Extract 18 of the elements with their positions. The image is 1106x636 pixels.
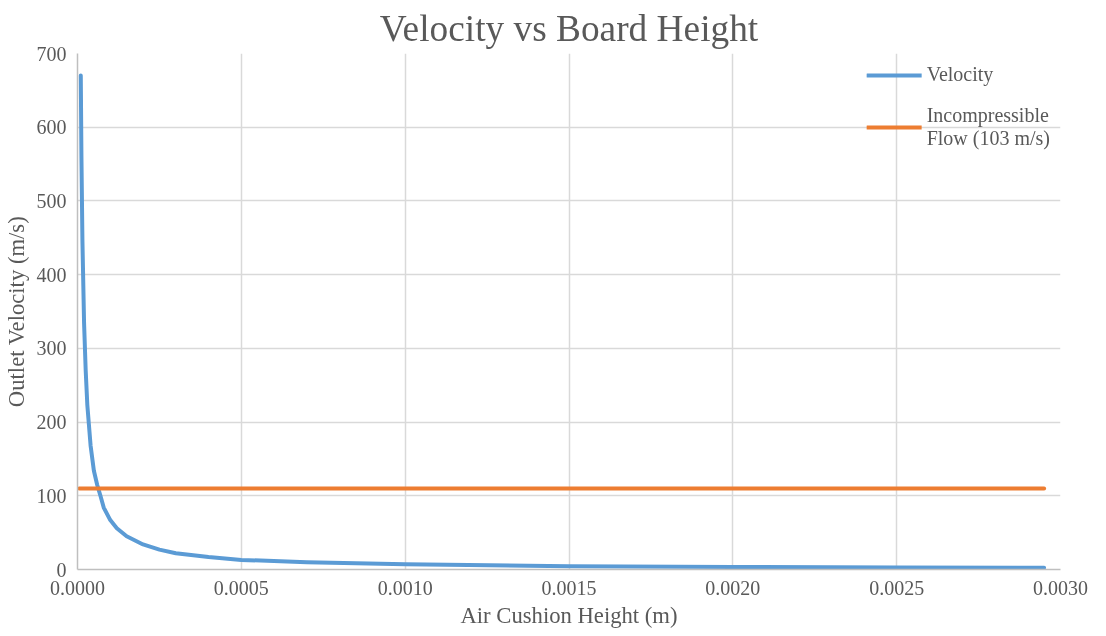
y-tick-label: 400 [36,263,67,286]
y-axis-title: Outlet Velocity (m/s) [3,216,29,408]
y-tick-label: 200 [36,411,67,434]
legend-label: Incompressible Flow (103 m/s) [926,104,1050,150]
x-tick-label: 0.0020 [705,576,761,599]
x-tick-label: 0.0005 [213,576,269,599]
legend-label: Velocity [926,63,994,86]
x-tick-label: 0.0015 [541,576,597,599]
y-tick-label: 600 [36,116,67,139]
y-tick-label: 300 [36,337,67,360]
x-tick-label: 0.0025 [869,576,925,599]
chart-title: Velocity vs Board Height [379,7,759,49]
x-axis-title: Air Cushion Height (m) [460,602,678,628]
y-tick-label: 100 [36,484,67,507]
y-tick-label: 700 [36,42,67,65]
x-tick-label: 0.0010 [377,576,433,599]
y-tick-label: 500 [36,189,67,212]
x-tick-label: 0.0030 [1033,576,1088,599]
